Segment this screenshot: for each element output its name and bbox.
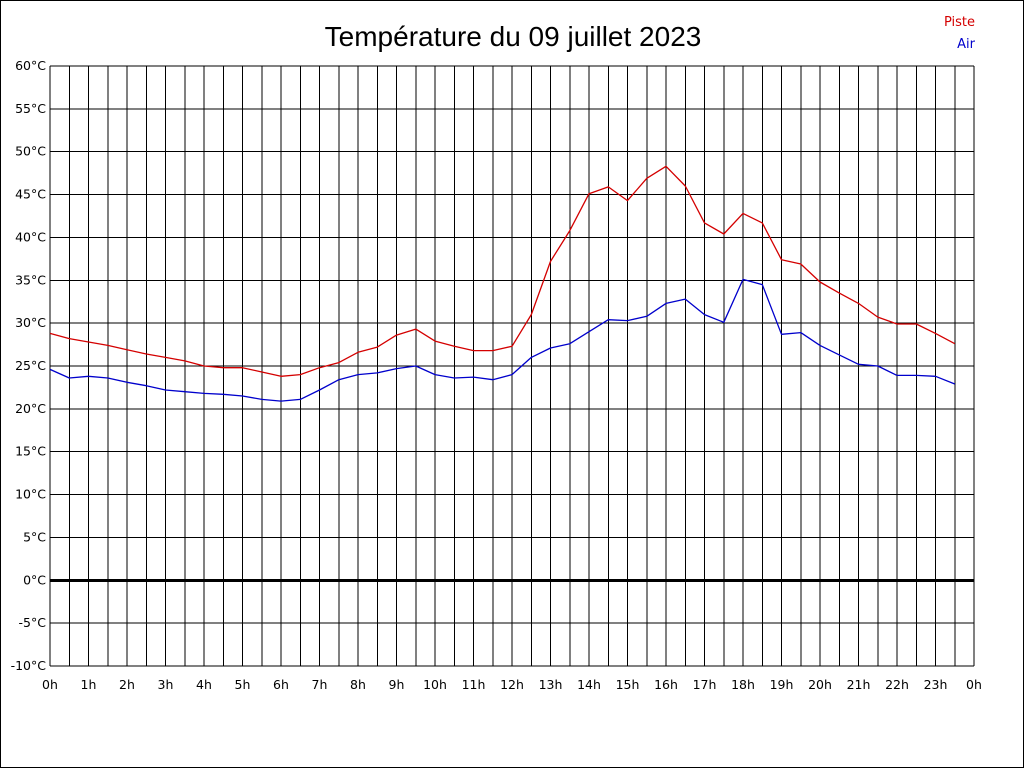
series-line-air: [49, 278, 956, 402]
x-tick-label: 10h: [423, 677, 447, 692]
chart-title: Température du 09 juillet 2023: [325, 21, 702, 52]
x-tick-label: 9h: [389, 677, 405, 692]
series-lines: [49, 165, 956, 402]
y-tick-label: 15°C: [15, 444, 46, 459]
x-tick-label: 0h: [42, 677, 58, 692]
y-tick-label: -5°C: [19, 615, 47, 630]
x-tick-label: 3h: [158, 677, 174, 692]
x-tick-label: 23h: [924, 677, 948, 692]
y-tick-label: 50°C: [15, 144, 46, 159]
x-tick-label: 0h: [966, 677, 982, 692]
series-line-piste: [49, 165, 956, 377]
x-tick-label: 7h: [312, 677, 328, 692]
x-tick-label: 1h: [81, 677, 97, 692]
y-tick-label: 0°C: [23, 572, 46, 587]
grid: [49, 65, 975, 667]
y-tick-label: 45°C: [15, 187, 46, 202]
x-tick-label: 5h: [235, 677, 251, 692]
y-tick-label: -10°C: [11, 658, 47, 673]
x-axis-ticks: 0h 1h 2h 3h 4h 5h 6h 7h 8h 9h 10h 11h 12h 13h 14h 15h 16…: [42, 677, 982, 692]
y-tick-label: 60°C: [15, 58, 46, 73]
x-tick-label: 4h: [196, 677, 212, 692]
x-tick-label: 20h: [808, 677, 832, 692]
x-tick-label: 6h: [273, 677, 289, 692]
legend-item-air: Air: [957, 37, 976, 52]
y-tick-label: 55°C: [15, 101, 46, 116]
x-tick-label: 19h: [770, 677, 794, 692]
x-tick-label: 2h: [119, 677, 135, 692]
x-tick-label: 21h: [847, 677, 871, 692]
y-tick-label: 20°C: [15, 401, 46, 416]
x-tick-label: 14h: [577, 677, 601, 692]
x-tick-label: 17h: [693, 677, 717, 692]
y-tick-label: 10°C: [15, 487, 46, 502]
x-tick-label: 22h: [885, 677, 909, 692]
y-tick-label: 25°C: [15, 358, 46, 373]
x-tick-label: 11h: [462, 677, 486, 692]
x-tick-label: 15h: [616, 677, 640, 692]
legend: Piste Air: [944, 15, 976, 52]
x-tick-label: 16h: [654, 677, 678, 692]
y-tick-label: 35°C: [15, 272, 46, 287]
y-axis-ticks: 60°C 55°C 50°C 45°C 40°C 35°C 30°C 25°C 20°C 15°C…: [11, 58, 47, 673]
x-tick-label: 8h: [350, 677, 366, 692]
x-tick-label: 18h: [731, 677, 755, 692]
x-tick-label: 12h: [500, 677, 524, 692]
x-tick-label: 13h: [539, 677, 563, 692]
y-tick-label: 40°C: [15, 229, 46, 244]
y-tick-label: 5°C: [23, 529, 46, 544]
legend-item-piste: Piste: [944, 15, 975, 30]
y-tick-label: 30°C: [15, 315, 46, 330]
